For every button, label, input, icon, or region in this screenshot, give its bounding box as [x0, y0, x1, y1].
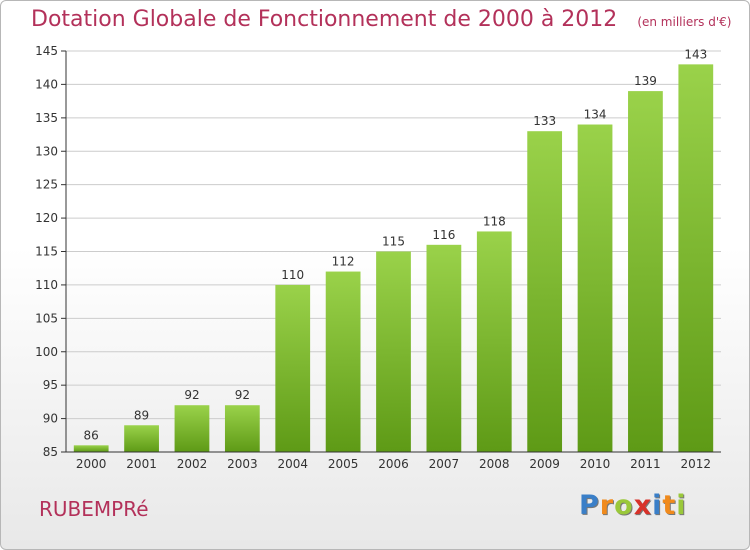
bar [476, 231, 512, 452]
data-label: 143 [684, 47, 707, 61]
y-tick-label: 140 [35, 77, 58, 91]
logo-letter: x [633, 490, 653, 521]
bar [224, 405, 260, 452]
x-tick-label: 2003 [227, 457, 258, 471]
bar [678, 64, 714, 452]
x-tick-label: 2011 [630, 457, 661, 471]
title-wrap: Dotation Globale de Fonctionnement de 20… [31, 7, 731, 32]
x-tick-label: 2008 [479, 457, 510, 471]
y-tick-label: 145 [35, 44, 58, 58]
y-tick-label: 100 [35, 345, 58, 359]
y-tick-label: 105 [35, 311, 58, 325]
logo-letter: r [599, 490, 615, 521]
x-tick-label: 2002 [177, 457, 208, 471]
logo-letter: o [614, 490, 634, 521]
data-label: 110 [281, 268, 304, 282]
y-tick-label: 95 [43, 378, 58, 392]
x-tick-label: 2007 [429, 457, 460, 471]
logo-letter: t [662, 490, 677, 521]
y-tick-label: 85 [43, 445, 58, 459]
x-tick-label: 2000 [76, 457, 107, 471]
data-label: 112 [332, 255, 355, 269]
bar [325, 271, 361, 452]
bar-layer: 86 89 92 92 110 112 115 116 118 133 134 139 143 [73, 47, 714, 453]
x-tick-label: 2001 [126, 457, 157, 471]
x-tick-label: 2004 [277, 457, 308, 471]
bar [73, 445, 109, 452]
data-label: 133 [533, 114, 556, 128]
bar [376, 251, 411, 452]
x-tick-label: 2009 [529, 457, 560, 471]
y-tick-label: 115 [35, 245, 58, 259]
x-tick-label: 2006 [378, 457, 409, 471]
bar [628, 91, 663, 452]
bar [275, 284, 311, 452]
logo-letter: i [676, 490, 687, 521]
chart-title: Dotation Globale de Fonctionnement de 20… [31, 7, 618, 32]
y-tick-label: 110 [35, 278, 58, 292]
data-label: 92 [235, 388, 250, 402]
data-label: 116 [432, 228, 455, 242]
data-label: 134 [584, 108, 607, 122]
logo-letter: P [579, 490, 600, 521]
data-label: 118 [483, 214, 506, 228]
axis-layer: 85 90 95 100 105 110 115 120 125 130 135 140 145 2000… [35, 44, 721, 471]
data-label: 139 [634, 74, 657, 88]
unit-note: (en milliers d'€) [637, 15, 732, 29]
bar [426, 244, 462, 452]
bar [577, 124, 613, 453]
data-label: 86 [84, 428, 99, 442]
proxiti-logo[interactable]: Proxiti [579, 490, 687, 521]
y-tick-label: 130 [35, 144, 58, 158]
city-name: RUBEMPRé [39, 497, 149, 521]
y-tick-label: 135 [35, 111, 58, 125]
y-tick-label: 90 [43, 412, 58, 426]
y-tick-label: 120 [35, 211, 58, 225]
y-tick-label: 125 [35, 178, 58, 192]
bar [124, 425, 159, 452]
x-tick-label: 2012 [681, 457, 712, 471]
data-label: 115 [382, 235, 405, 249]
logo-letter: i [652, 490, 663, 521]
x-tick-label: 2005 [328, 457, 359, 471]
bar [527, 131, 563, 452]
x-tick-label: 2010 [580, 457, 611, 471]
bar [174, 405, 210, 452]
data-label: 92 [184, 388, 199, 402]
data-label: 89 [134, 408, 149, 422]
